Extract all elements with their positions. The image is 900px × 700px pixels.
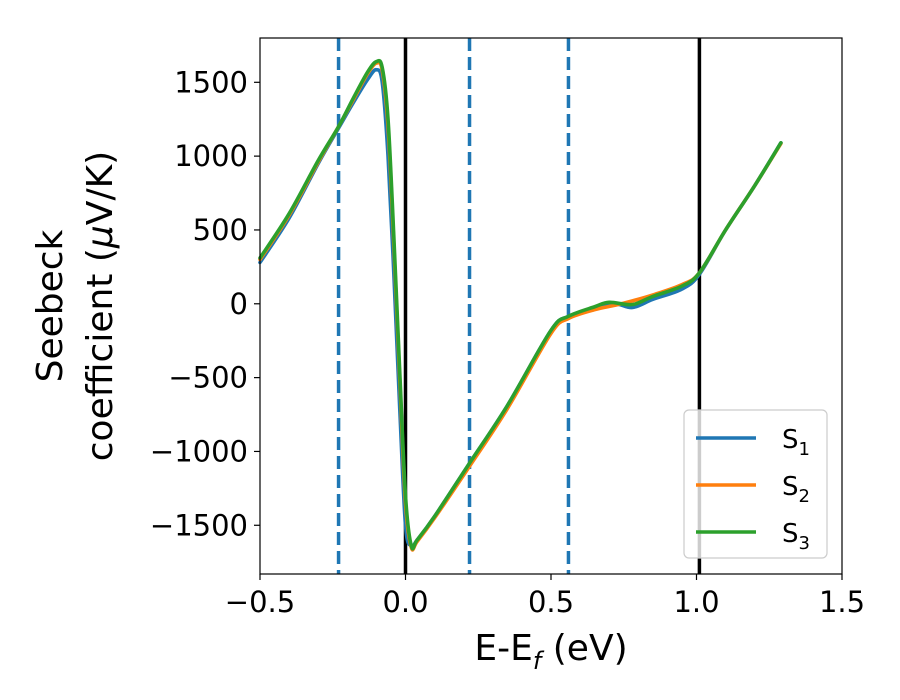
y-tick-label: −1000: [150, 434, 248, 468]
legend-label-s3: S3: [782, 519, 810, 554]
y-tick-label: 500: [193, 213, 248, 247]
y-tick-label: 1500: [174, 65, 248, 99]
y-axis-label-line1: Seebeck: [30, 229, 71, 382]
legend: S1 S2 S3: [683, 409, 828, 559]
series-layer: [258, 58, 783, 552]
y-tick-label: 1000: [174, 139, 248, 173]
series-line-s3: [258, 58, 783, 551]
y-tick-label: 0: [230, 287, 248, 321]
y-axis-label-line2: coefficient (μV/K): [80, 151, 121, 461]
x-tick-label: 1.5: [819, 585, 865, 619]
y-tick-label: −1500: [150, 508, 248, 542]
y-axis-ticks: −1500 −1000 −500 0 500 1000 1500: [150, 65, 260, 542]
legend-label-s1: S1: [782, 425, 810, 460]
x-axis-ticks: −0.5 0.0 0.5 1.0 1.5: [225, 574, 865, 619]
reference-lines: [336, 38, 702, 574]
x-axis-label: E-Ef (eV): [474, 628, 627, 675]
x-tick-label: 1.0: [673, 585, 719, 619]
y-axis-label: Seebeck coefficient (μV/K): [30, 151, 121, 461]
legend-label-s2: S2: [782, 472, 810, 507]
x-tick-label: 0.5: [528, 585, 574, 619]
x-tick-label: −0.5: [225, 585, 295, 619]
y-tick-label: −500: [168, 361, 248, 395]
x-tick-label: 0.0: [382, 585, 428, 619]
